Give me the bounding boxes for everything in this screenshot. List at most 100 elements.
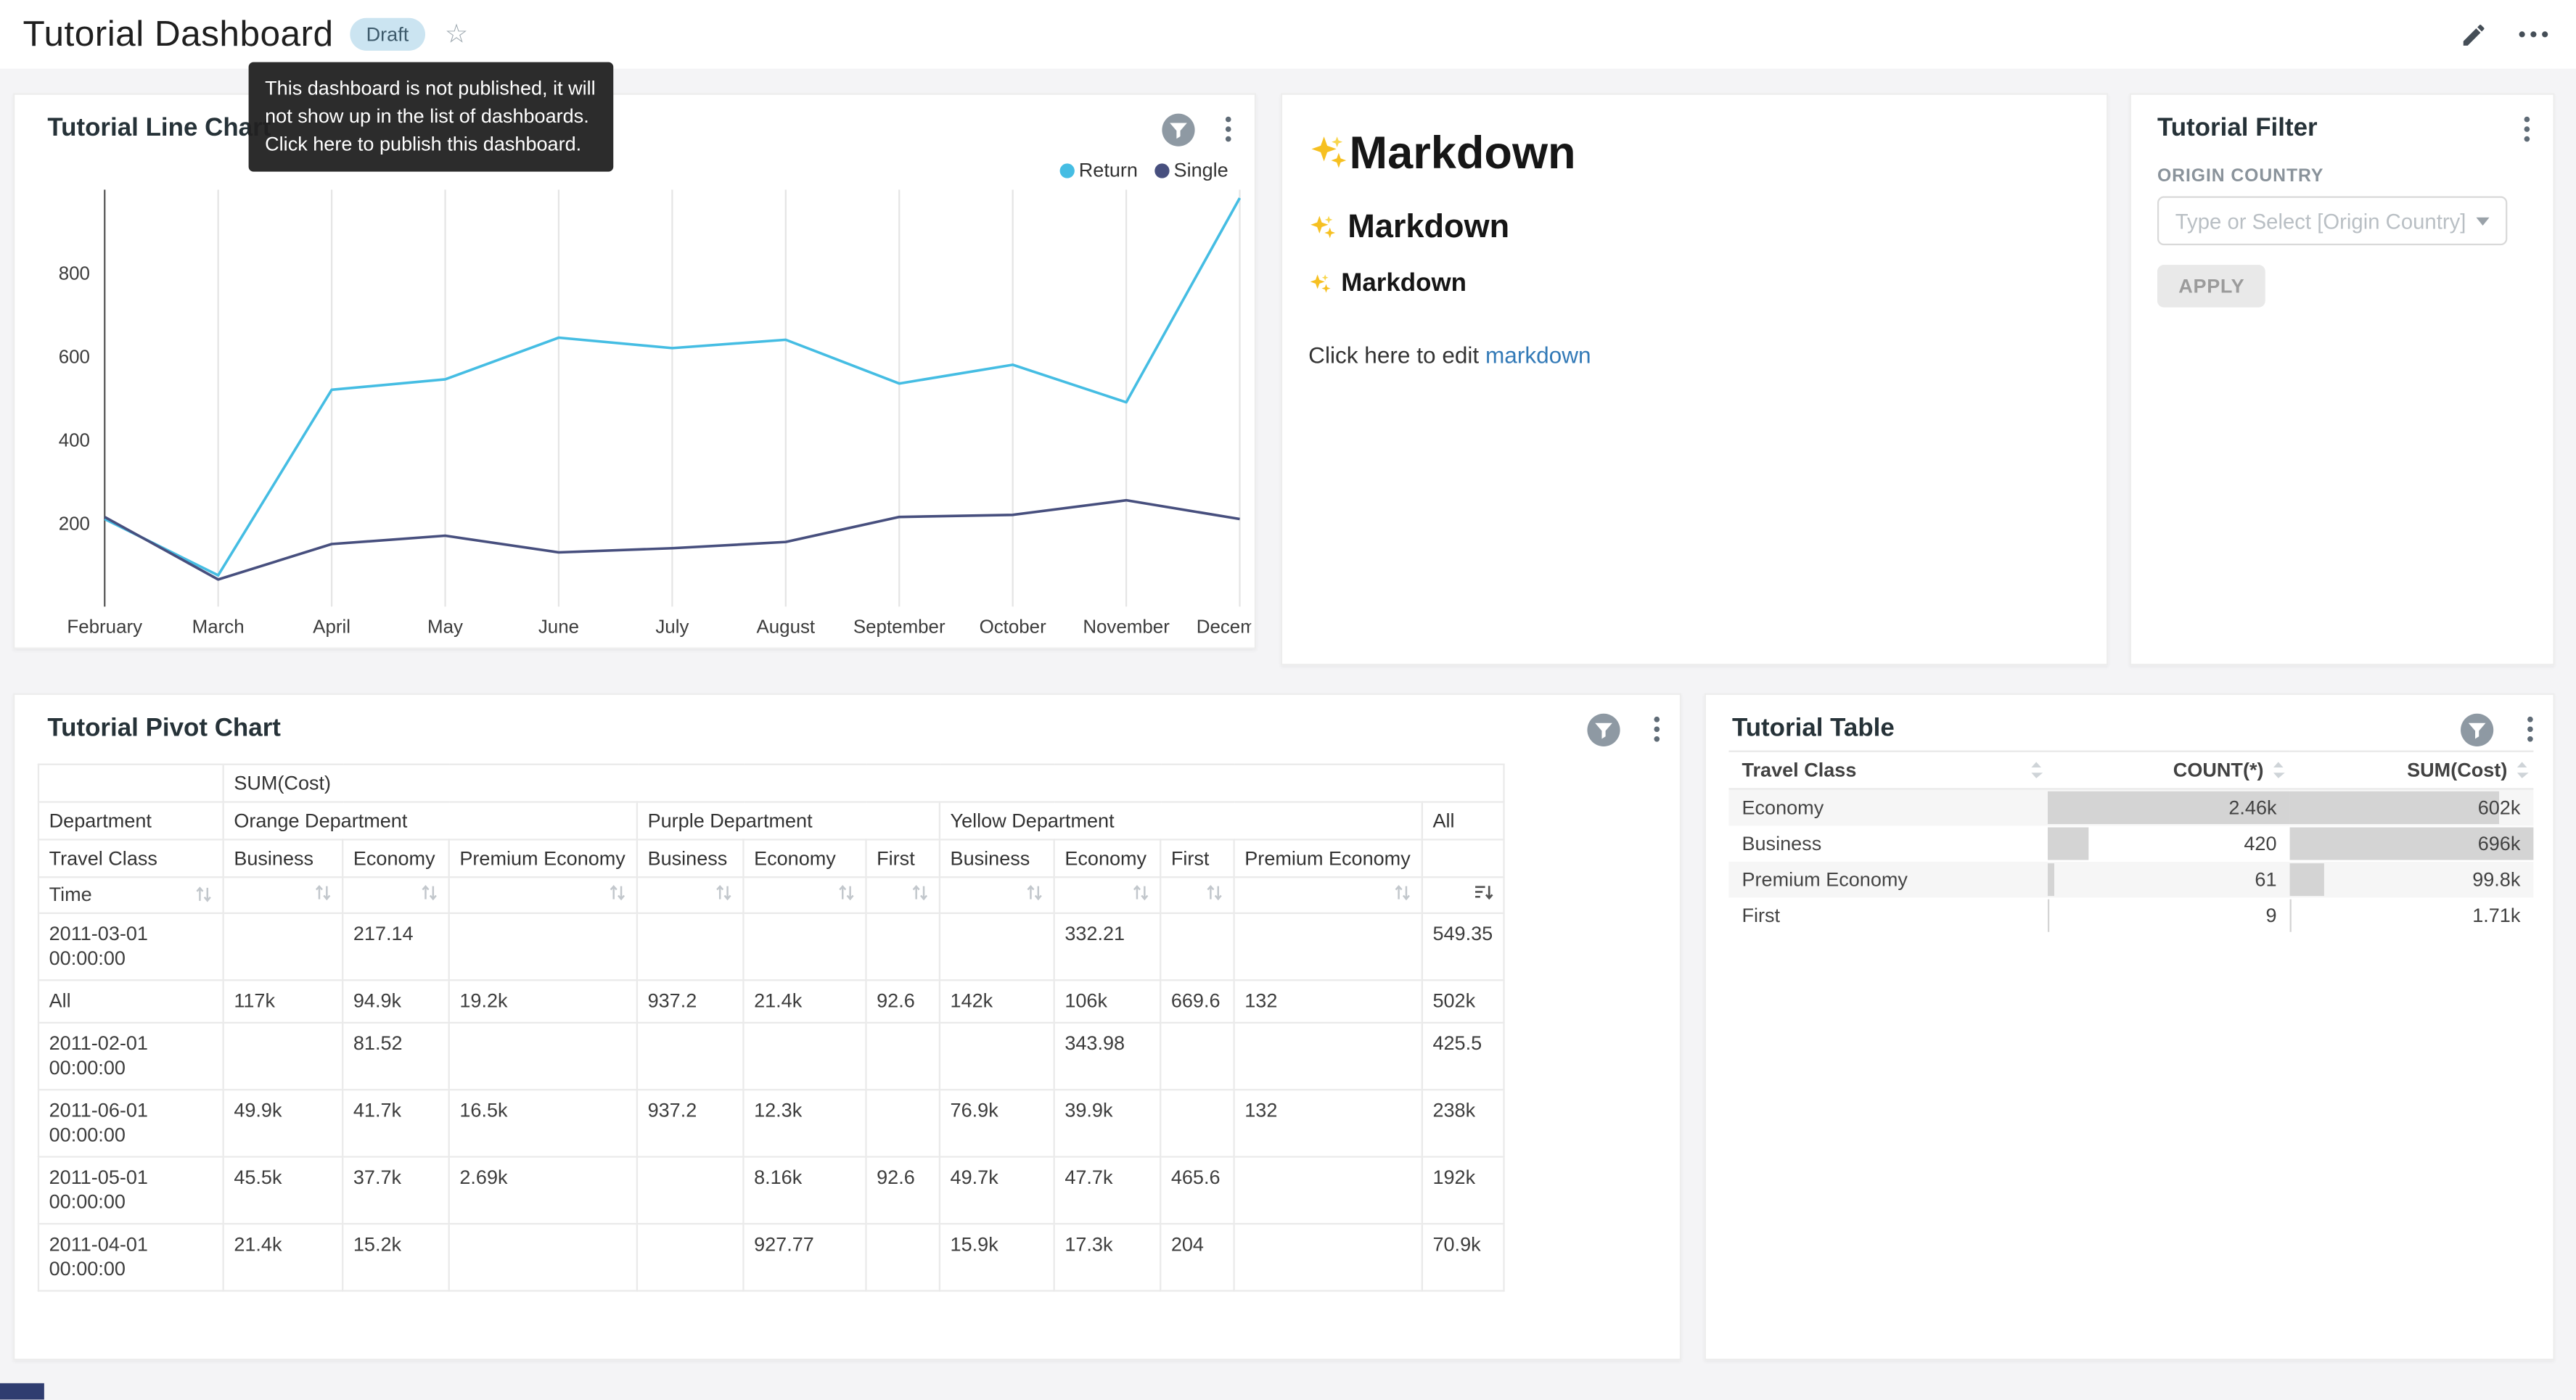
pivot-sort-cell[interactable] — [1054, 877, 1161, 913]
favorite-star-icon[interactable]: ☆ — [445, 18, 468, 51]
page-title: Tutorial Dashboard — [23, 13, 334, 56]
sort-icon[interactable] — [194, 884, 213, 904]
filter-indicator-icon[interactable] — [1161, 113, 1195, 147]
kebab-menu-icon[interactable] — [1654, 716, 1660, 742]
svg-text:March: March — [192, 617, 245, 637]
count-cell: 2.46k — [2048, 789, 2290, 826]
sort-icon[interactable] — [1025, 883, 1043, 902]
pivot-col-header: First — [1160, 839, 1234, 877]
svg-text:May: May — [427, 617, 463, 637]
pivot-row: 2011-06-0100:00:0049.9k41.7k16.5k937.212… — [38, 1090, 1504, 1156]
pivot-cell: 425.5 — [1422, 1023, 1504, 1090]
kebab-menu-icon[interactable] — [2527, 716, 2533, 742]
pivot-cell — [743, 913, 866, 980]
pivot-sort-cell[interactable] — [1160, 877, 1234, 913]
pivot-group-header: All — [1422, 802, 1504, 840]
svg-text:July: July — [655, 617, 689, 637]
select-placeholder: Type or Select [Origin Country] — [2175, 208, 2477, 233]
pivot-sort-cell[interactable] — [637, 877, 744, 913]
pivot-col-header: Premium Economy — [1234, 839, 1422, 877]
pivot-sort-cell[interactable] — [1422, 877, 1504, 913]
count-bar — [2048, 828, 2089, 860]
col-header-count[interactable]: COUNT(*) — [2048, 752, 2290, 789]
pivot-time-header[interactable]: Time — [38, 877, 223, 913]
pivot-sort-cell[interactable] — [223, 877, 343, 913]
apply-button[interactable]: APPLY — [2157, 265, 2266, 308]
svg-text:600: 600 — [59, 347, 90, 367]
pivot-cell: 332.21 — [1054, 913, 1161, 980]
pivot-cell: 94.9k — [342, 980, 449, 1023]
sparkles-icon — [1308, 134, 1348, 173]
sparkles-icon — [1308, 273, 1332, 296]
origin-country-label: ORIGIN COUNTRY — [2157, 167, 2323, 186]
pivot-cell — [743, 1023, 866, 1090]
pivot-sort-cell[interactable] — [1234, 877, 1422, 913]
pivot-group-header: Purple Department — [637, 802, 940, 840]
draft-badge[interactable]: Draft — [350, 18, 425, 51]
markdown-heading-2: Markdown — [1308, 210, 2080, 247]
header-actions — [2460, 0, 2550, 69]
legend-item[interactable]: Return — [1059, 159, 1138, 182]
sort-icon[interactable] — [1205, 883, 1223, 902]
markdown-edit-link[interactable]: markdown — [1485, 342, 1591, 368]
pivot-cell — [1160, 913, 1234, 980]
unpublished-tooltip[interactable]: This dashboard is not published, it will… — [249, 62, 614, 172]
sort-icon[interactable] — [1132, 883, 1150, 902]
filter-indicator-icon[interactable] — [2460, 713, 2494, 747]
line-chart[interactable]: FebruaryMarchAprilMayJuneJulyAugustSepte… — [15, 180, 1251, 646]
pivot-sort-cell[interactable] — [940, 877, 1054, 913]
sort-icon[interactable] — [715, 883, 733, 902]
pivot-cell: 2.69k — [449, 1157, 637, 1224]
col-header-sum-cost[interactable]: SUM(Cost) — [2290, 752, 2534, 789]
sort-icon[interactable] — [608, 883, 626, 902]
markdown-heading-3-text: Markdown — [1341, 270, 1467, 300]
sort-icon[interactable] — [314, 883, 332, 902]
pivot-cell: 465.6 — [1160, 1157, 1234, 1224]
edit-dashboard-icon[interactable] — [2460, 20, 2487, 48]
pivot-col-header: Economy — [1054, 839, 1161, 877]
more-options-icon[interactable] — [2517, 30, 2550, 40]
pivot-cell: 132 — [1234, 1090, 1422, 1156]
kebab-menu-icon[interactable] — [2524, 116, 2530, 142]
origin-country-select[interactable]: Type or Select [Origin Country] — [2157, 196, 2507, 245]
dashboard-header: Tutorial Dashboard Draft ☆ — [0, 0, 2576, 69]
pivot-class-label: Travel Class — [38, 839, 223, 877]
pivot-cell — [1234, 1023, 1422, 1090]
sort-icon[interactable] — [420, 883, 438, 902]
pivot-sort-cell[interactable] — [866, 877, 939, 913]
pivot-cell — [1234, 1224, 1422, 1290]
pivot-cell: 92.6 — [866, 1157, 939, 1224]
sort-caret-icon[interactable] — [2272, 760, 2285, 780]
sort-icon[interactable] — [1393, 883, 1411, 902]
pivot-col-header: Business — [223, 839, 343, 877]
pivot-col-header: Business — [637, 839, 744, 877]
sort-icon[interactable] — [911, 883, 929, 902]
pivot-cell: 142k — [940, 980, 1054, 1023]
pivot-cell: 15.9k — [940, 1224, 1054, 1290]
pivot-sort-cell[interactable] — [449, 877, 637, 913]
markdown-body: Markdown Markdown Markdown Click here to… — [1282, 95, 2107, 368]
pivot-cell — [866, 1090, 939, 1156]
filter-card: Tutorial Filter ORIGIN COUNTRY Type or S… — [2130, 93, 2555, 665]
markdown-heading-2-text: Markdown — [1348, 210, 1509, 247]
pivot-sort-cell[interactable] — [342, 877, 449, 913]
travel-class-cell: Business — [1728, 825, 2048, 862]
pivot-cell: 45.5k — [223, 1157, 343, 1224]
filter-indicator-icon[interactable] — [1586, 713, 1620, 747]
pivot-cell: 106k — [1054, 980, 1161, 1023]
pivot-row: 2011-02-0100:00:0081.52343.98425.5 — [38, 1023, 1504, 1090]
sum-cell: 696k — [2290, 825, 2534, 862]
sort-caret-icon[interactable] — [2516, 760, 2529, 780]
sum-cell: 99.8k — [2290, 862, 2534, 898]
pivot-cell: 17.3k — [1054, 1224, 1161, 1290]
pivot-cell: 117k — [223, 980, 343, 1023]
sort-desc-active-icon[interactable] — [1474, 883, 1493, 902]
pivot-sort-cell[interactable] — [743, 877, 866, 913]
col-header-travel-class[interactable]: Travel Class — [1728, 752, 2048, 789]
sort-icon[interactable] — [837, 883, 856, 902]
sort-caret-icon[interactable] — [2030, 760, 2043, 780]
sum-bar — [2290, 863, 2324, 896]
kebab-menu-icon[interactable] — [1225, 116, 1231, 142]
legend-item[interactable]: Single — [1154, 159, 1228, 182]
sum-cell: 1.71k — [2290, 897, 2534, 934]
